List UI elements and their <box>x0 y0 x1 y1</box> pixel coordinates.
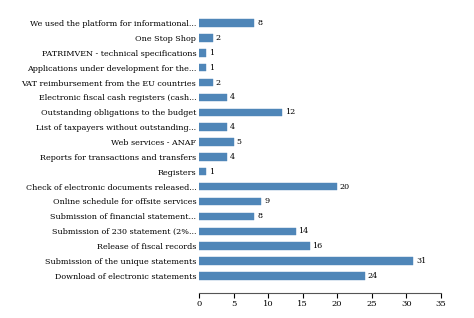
Text: 16: 16 <box>312 242 323 250</box>
Bar <box>199 198 261 205</box>
Text: 8: 8 <box>257 212 262 220</box>
Text: 2: 2 <box>216 34 221 42</box>
Bar <box>199 64 206 72</box>
Bar <box>199 213 255 220</box>
Text: 9: 9 <box>264 197 269 205</box>
Bar <box>199 108 282 116</box>
Bar <box>199 183 337 190</box>
Text: 1: 1 <box>209 64 214 72</box>
Text: 20: 20 <box>340 183 350 190</box>
Bar <box>199 34 213 42</box>
Text: 5: 5 <box>237 138 241 146</box>
Bar <box>199 272 365 280</box>
Bar <box>199 153 227 161</box>
Text: 2: 2 <box>216 79 221 86</box>
Text: 14: 14 <box>299 227 309 235</box>
Bar <box>199 257 413 265</box>
Text: 12: 12 <box>285 108 295 116</box>
Bar <box>199 168 206 176</box>
Text: 4: 4 <box>229 123 235 131</box>
Text: 31: 31 <box>416 257 426 265</box>
Text: 24: 24 <box>368 272 378 280</box>
Bar <box>199 242 310 250</box>
Bar <box>199 138 234 146</box>
Text: 4: 4 <box>229 153 235 161</box>
Bar <box>199 19 255 27</box>
Bar <box>199 49 206 57</box>
Text: 4: 4 <box>229 93 235 101</box>
Text: 8: 8 <box>257 19 262 27</box>
Text: 1: 1 <box>209 168 214 176</box>
Bar <box>199 79 213 86</box>
Bar <box>199 123 227 131</box>
Text: 1: 1 <box>209 49 214 57</box>
Bar <box>199 227 296 235</box>
Bar <box>199 94 227 101</box>
